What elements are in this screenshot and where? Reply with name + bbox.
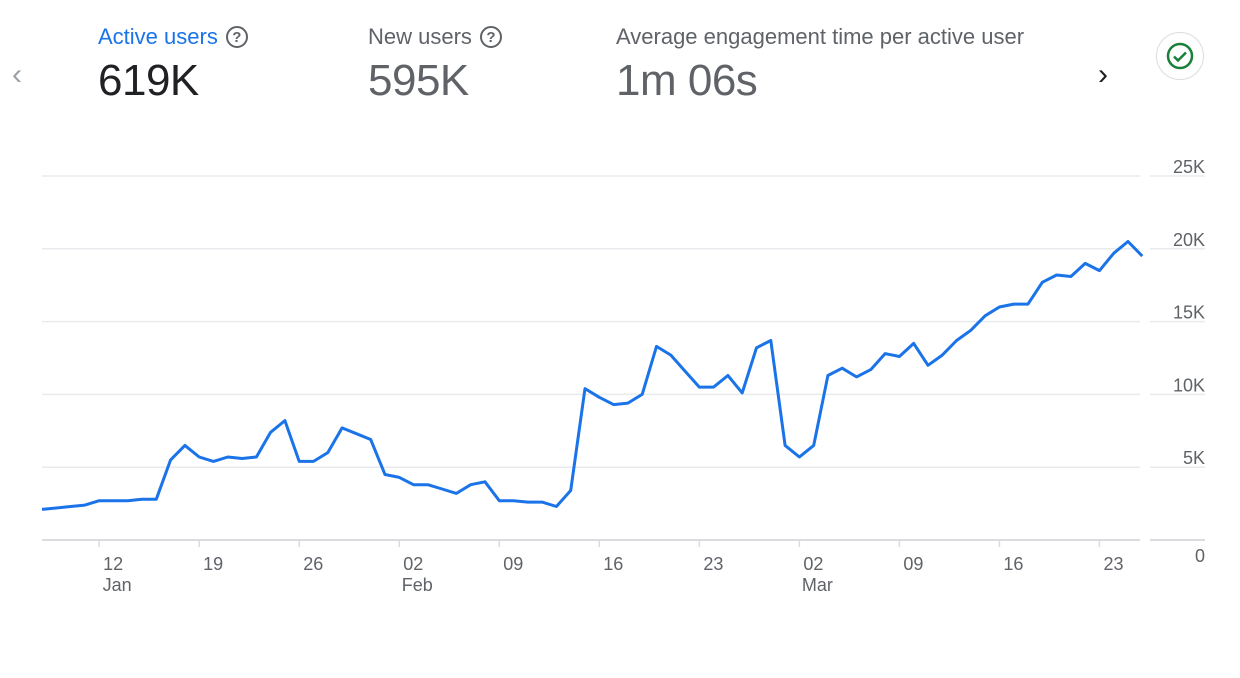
metric-value: 619K bbox=[98, 56, 199, 105]
x-tick-label: 26 bbox=[303, 554, 323, 574]
help-icon[interactable]: ? bbox=[225, 26, 248, 48]
metric-value: 595K bbox=[368, 56, 469, 105]
metric-avg-engagement-time[interactable]: Average engagement time per active user … bbox=[616, 24, 1078, 106]
x-tick-label: 23 bbox=[1103, 554, 1123, 574]
chevron-right-icon[interactable]: › bbox=[1098, 58, 1108, 91]
help-icon[interactable]: ? bbox=[479, 26, 502, 48]
x-tick-label: 09 bbox=[903, 554, 923, 574]
metric-active-users[interactable]: Active users? 619K bbox=[98, 24, 248, 106]
metric-value: 1m 06s bbox=[616, 56, 758, 105]
series-line-active-users bbox=[41, 240, 1144, 511]
x-tick-label: 12 bbox=[103, 554, 123, 574]
y-tick-label: 10K bbox=[1173, 375, 1205, 395]
y-tick-label: 5K bbox=[1183, 448, 1205, 468]
x-tick-month-label: Jan bbox=[103, 575, 132, 595]
x-tick-month-label: Mar bbox=[802, 575, 833, 595]
y-tick-label: 15K bbox=[1173, 303, 1205, 323]
x-tick-month-label: Feb bbox=[402, 575, 433, 595]
x-tick-label: 16 bbox=[1003, 554, 1023, 574]
y-tick-label: 25K bbox=[1173, 157, 1205, 177]
metric-title: Active users bbox=[98, 24, 218, 49]
x-tick-label: 02 bbox=[803, 554, 823, 574]
x-tick-label: 09 bbox=[503, 554, 523, 574]
x-tick-label: 02 bbox=[403, 554, 423, 574]
metric-title: New users bbox=[368, 24, 472, 49]
x-tick-label: 19 bbox=[203, 554, 223, 574]
x-tick-label: 16 bbox=[603, 554, 623, 574]
y-tick-label: 0 bbox=[1195, 546, 1205, 566]
metric-new-users[interactable]: New users? 595K bbox=[368, 24, 502, 106]
y-tick-label: 20K bbox=[1173, 230, 1205, 250]
chevron-left-icon[interactable]: ‹ bbox=[12, 58, 22, 91]
metric-title: Average engagement time per active user bbox=[616, 24, 1025, 49]
x-tick-label: 23 bbox=[703, 554, 723, 574]
check-circle-icon[interactable] bbox=[1156, 32, 1204, 80]
